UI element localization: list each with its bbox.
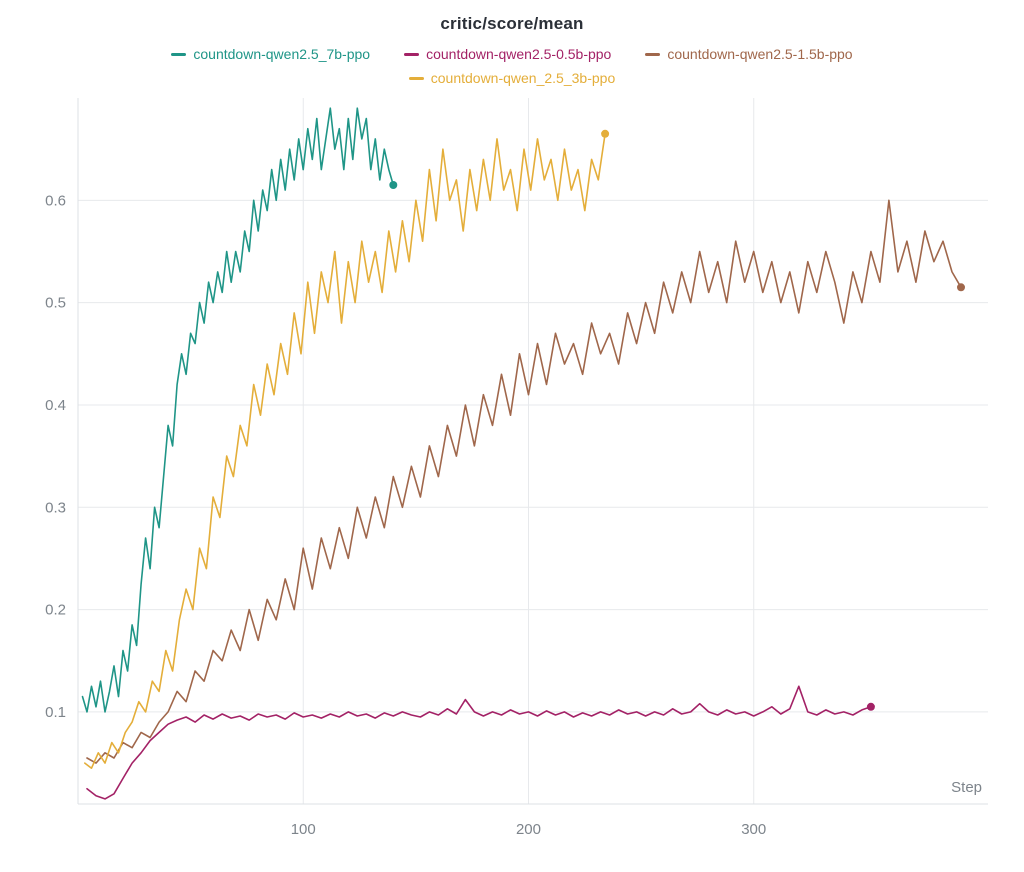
x-tick-label: 300 — [741, 821, 766, 838]
series-end-marker-3 — [601, 129, 610, 138]
legend-swatch — [408, 76, 424, 80]
x-tick-label: 200 — [516, 821, 541, 838]
y-tick-label: 0.2 — [45, 602, 66, 619]
legend-swatch — [645, 52, 661, 56]
series-end-marker-0 — [389, 181, 398, 189]
legend-item[interactable]: countdown-qwen2.5-0.5b-ppo — [404, 46, 611, 62]
legend-swatch — [404, 52, 420, 56]
legend-label: countdown-qwen_2.5_3b-ppo — [430, 70, 616, 86]
legend-label: countdown-qwen2.5-0.5b-ppo — [426, 46, 612, 62]
legend-row: countdown-qwen_2.5_3b-ppo — [0, 66, 1024, 90]
legend-label: countdown-qwen2.5-1.5b-ppo — [667, 46, 853, 62]
series-line-1 — [86, 685, 872, 800]
chart-title: critic/score/mean — [440, 14, 584, 33]
legend-item[interactable]: countdown-qwen_2.5_3b-ppo — [408, 70, 616, 86]
x-tick-label: 100 — [291, 821, 316, 838]
legend-item[interactable]: countdown-qwen2.5_7b-ppo — [171, 46, 370, 62]
x-axis-label: Step — [951, 779, 982, 796]
y-tick-label: 0.3 — [45, 499, 66, 516]
legend: countdown-qwen2.5_7b-ppo countdown-qwen2.… — [0, 42, 1024, 90]
series-line-0 — [81, 107, 395, 713]
series-line-2 — [86, 199, 962, 764]
series-line-3 — [84, 132, 606, 770]
legend-label: countdown-qwen2.5_7b-ppo — [193, 46, 371, 62]
series-end-marker-1 — [866, 702, 875, 711]
legend-row: countdown-qwen2.5_7b-ppo countdown-qwen2.… — [0, 42, 1024, 66]
series-end-marker-2 — [957, 283, 965, 292]
plot-svg[interactable]: 0.1 0.2 0.3 0.4 0.5 0.6 100 200 300 Step — [0, 90, 1024, 866]
y-tick-label: 0.6 — [45, 192, 66, 209]
y-tick-label: 0.1 — [45, 704, 66, 721]
y-tick-label: 0.4 — [45, 397, 66, 414]
legend-swatch — [171, 52, 187, 56]
legend-item[interactable]: countdown-qwen2.5-1.5b-ppo — [645, 46, 853, 62]
y-tick-label: 0.5 — [45, 295, 66, 312]
